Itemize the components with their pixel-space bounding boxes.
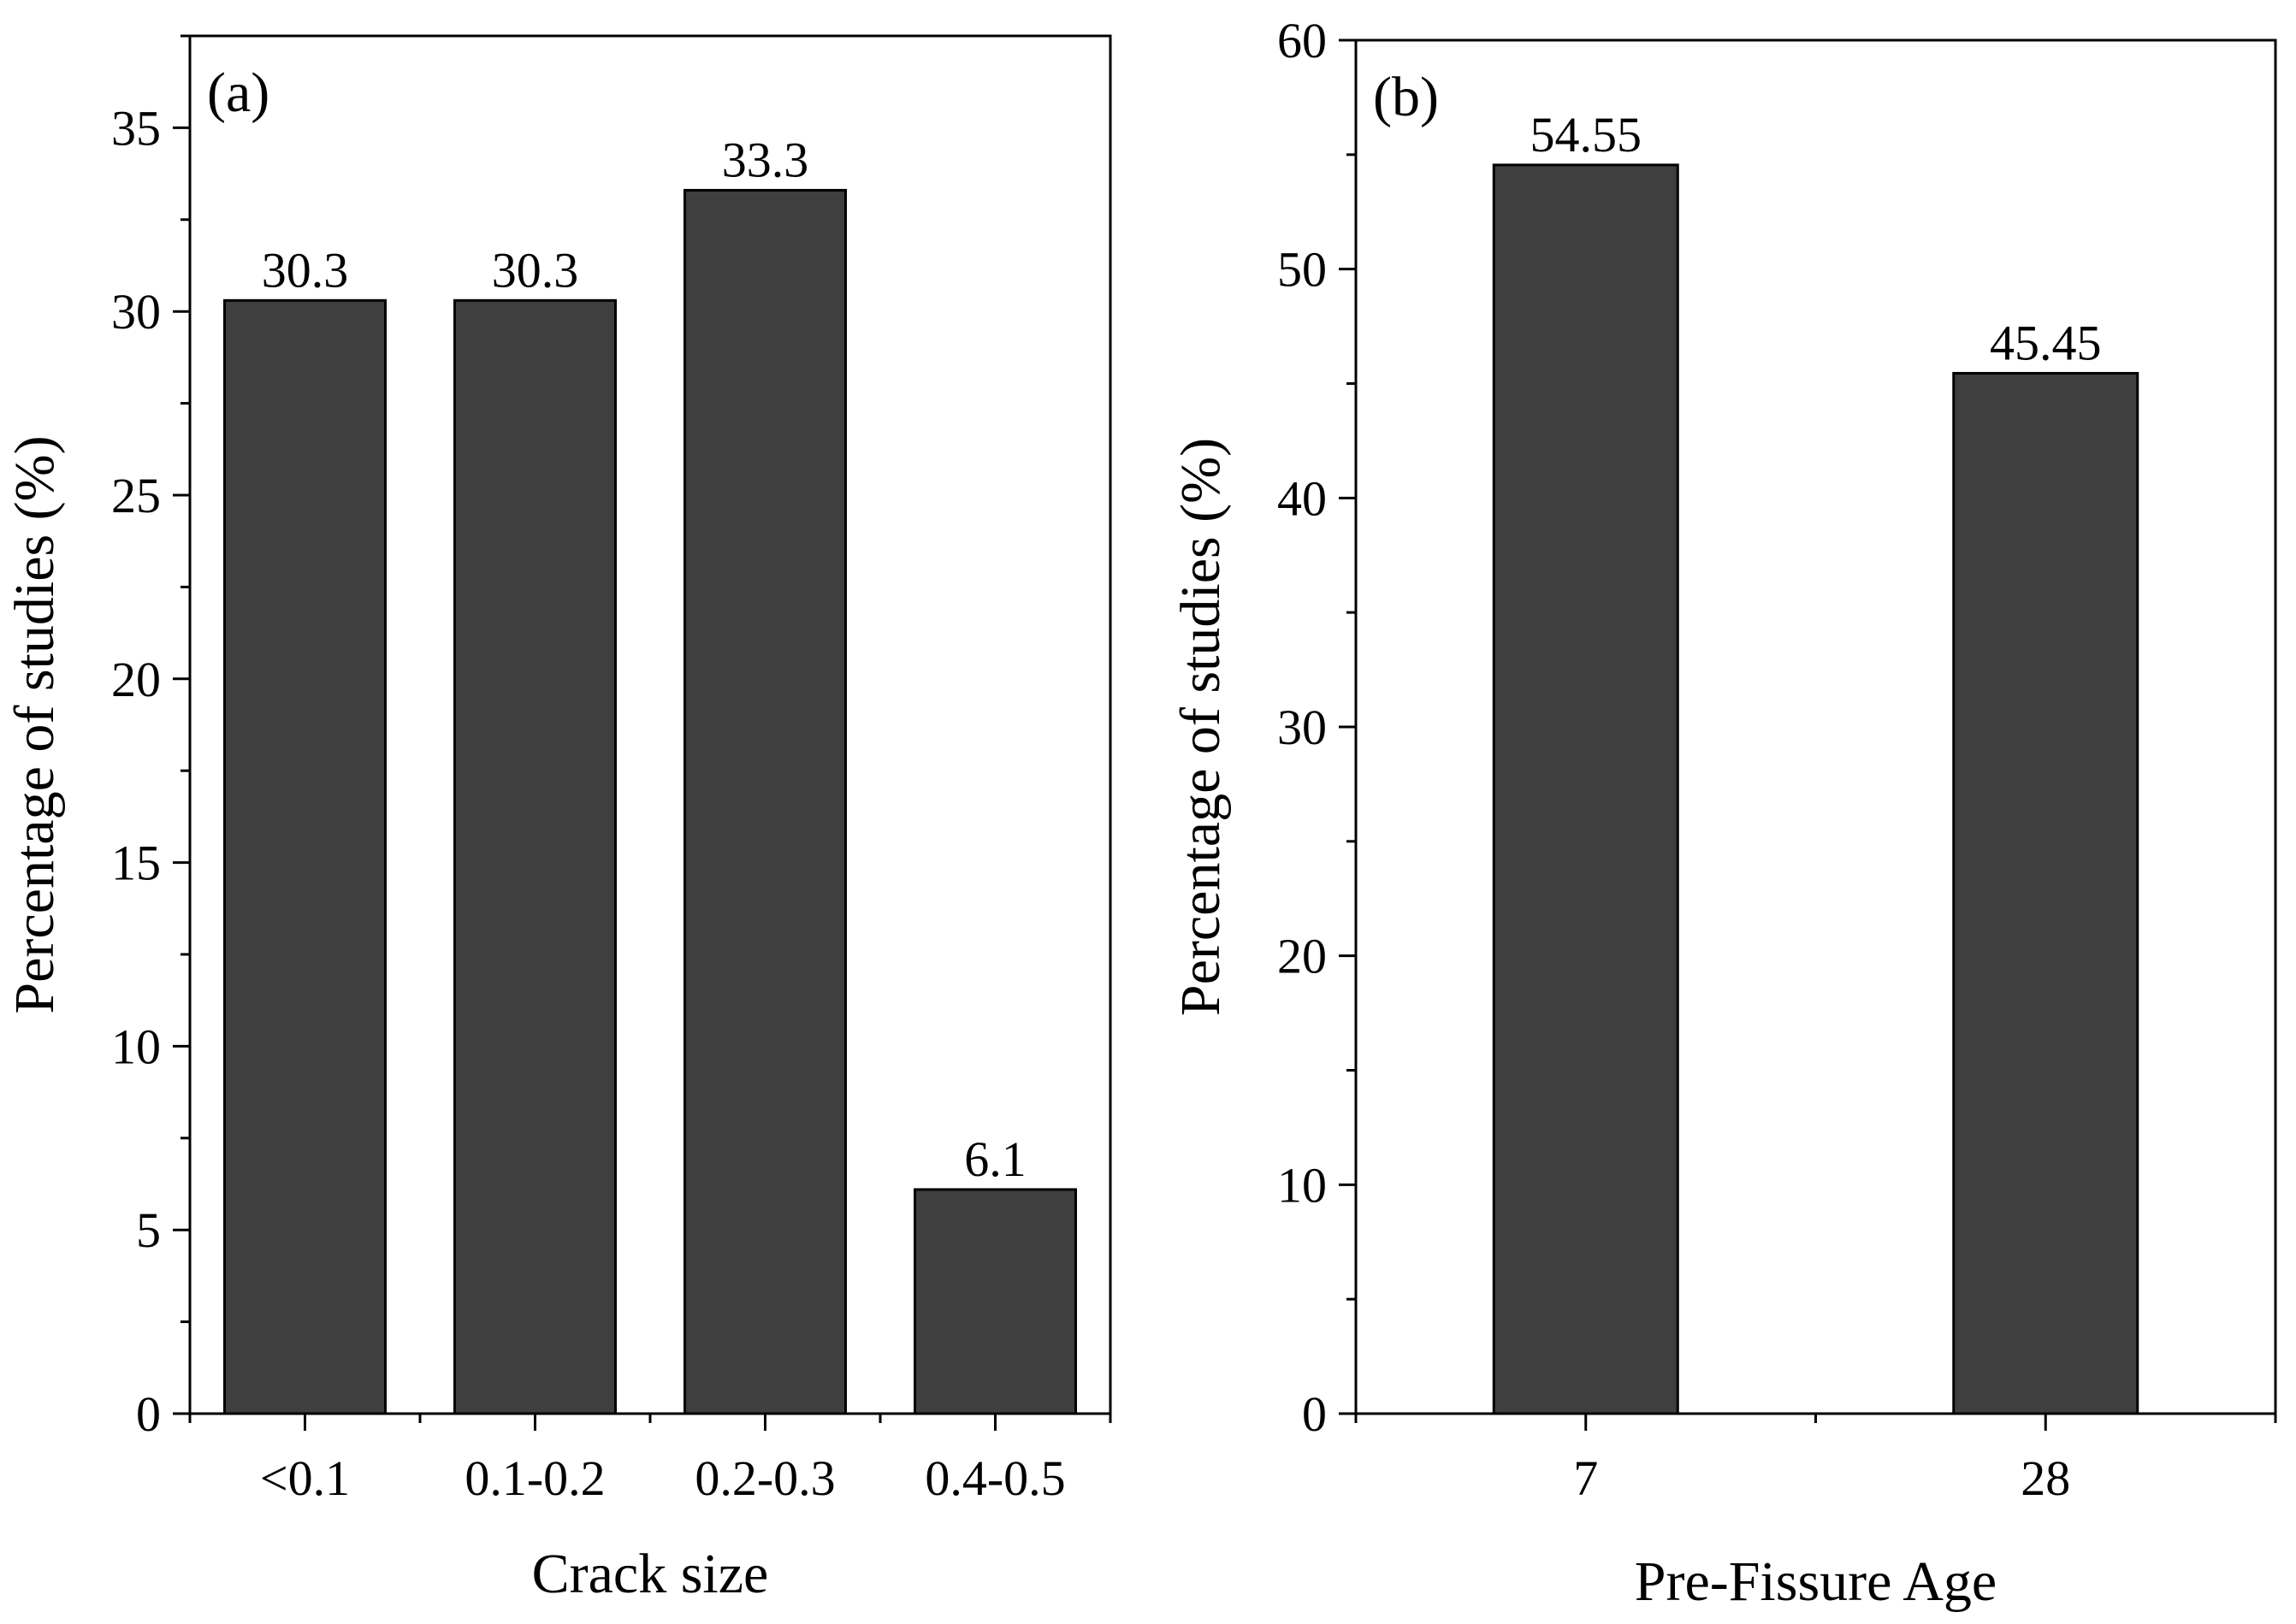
y-tick-label: 5 xyxy=(136,1202,161,1258)
y-axis-title: Percentage of studies (%) xyxy=(3,435,66,1013)
y-tick-label: 0 xyxy=(136,1386,161,1442)
y-tick-label: 60 xyxy=(1277,13,1327,68)
panel-b: 0 10 20 30 40 50 60 54.55 7 45.45 28 Pre-Fissure Ag… xyxy=(1169,13,2277,1613)
bar xyxy=(683,188,847,1415)
y-tick-label: 35 xyxy=(111,100,161,156)
x-tick-label: <0.1 xyxy=(260,1450,350,1506)
data-label: 45.45 xyxy=(1990,315,2102,370)
y-tick-label: 15 xyxy=(111,836,161,891)
x-tick-label: 0.4-0.5 xyxy=(925,1450,1065,1506)
bar xyxy=(1952,371,2139,1415)
y-tick-label: 25 xyxy=(111,468,161,523)
bar xyxy=(1492,163,1679,1415)
y-tick-label: 40 xyxy=(1277,470,1327,526)
panel-a: 0 5 10 15 20 25 30 35 30.3 <0.1 30.3 0.1-0.2 33.3 0.2… xyxy=(3,34,1112,1605)
panel-label: (a) xyxy=(207,62,269,124)
x-axis-title: Crack size xyxy=(532,1543,769,1605)
bar xyxy=(223,298,387,1415)
data-label: 30.3 xyxy=(492,242,579,298)
x-tick-label: 0.2-0.3 xyxy=(695,1450,835,1506)
data-label: 54.55 xyxy=(1530,107,1642,162)
data-label: 6.1 xyxy=(964,1131,1027,1187)
bar xyxy=(453,298,617,1415)
y-tick-label: 30 xyxy=(1277,700,1327,755)
bar xyxy=(914,1188,1077,1415)
y-tick-label: 0 xyxy=(1302,1386,1327,1442)
y-tick-label: 10 xyxy=(111,1019,161,1074)
data-label: 33.3 xyxy=(722,132,809,187)
data-label: 30.3 xyxy=(262,242,349,298)
y-axis-title: Percentage of studies (%) xyxy=(1169,438,1232,1016)
panel-label: (b) xyxy=(1373,66,1439,128)
y-tick-label: 50 xyxy=(1277,242,1327,298)
y-tick-label: 10 xyxy=(1277,1157,1327,1213)
y-tick-label: 30 xyxy=(111,284,161,340)
x-tick-label: 0.1-0.2 xyxy=(465,1450,605,1506)
x-tick-label: 28 xyxy=(2021,1450,2070,1506)
y-tick-label: 20 xyxy=(111,652,161,707)
x-axis-title: Pre-Fissure Age xyxy=(1635,1550,1997,1613)
x-tick-label: 7 xyxy=(1573,1450,1598,1506)
y-tick-label: 20 xyxy=(1277,929,1327,984)
